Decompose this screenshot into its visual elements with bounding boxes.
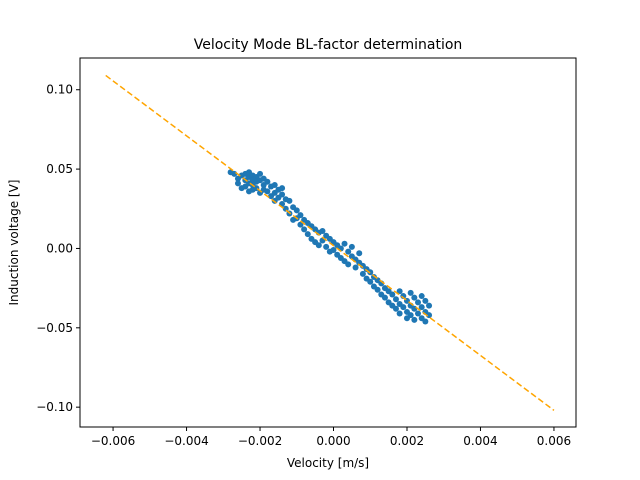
scatter-point xyxy=(323,243,330,250)
y-tick-label: 0.10 xyxy=(46,83,73,97)
x-tick-label: 0.004 xyxy=(463,434,497,448)
scatter-point xyxy=(422,297,429,304)
x-axis-ticks: −0.006 −0.004 −0.002 0.000 0.002 0.004 0.006 xyxy=(91,427,571,448)
scatter-point xyxy=(359,270,366,277)
scatter-point xyxy=(257,170,264,177)
scatter-point xyxy=(279,185,286,192)
chart-title: Velocity Mode BL-factor determination xyxy=(194,37,463,53)
scatter-point xyxy=(422,318,429,325)
scatter-point xyxy=(234,180,241,187)
scatter-point xyxy=(301,226,308,233)
scatter-point xyxy=(264,188,271,195)
scatter-point xyxy=(411,294,418,301)
scatter-point xyxy=(374,286,381,293)
series-group xyxy=(105,74,555,411)
y-tick-label: −0.10 xyxy=(36,400,73,414)
scatter-point xyxy=(411,316,418,323)
scatter-point xyxy=(400,304,407,311)
scatter-point xyxy=(411,305,418,312)
scatter-point xyxy=(396,288,403,295)
x-tick-label: −0.006 xyxy=(91,434,135,448)
y-tick-label: 0.00 xyxy=(46,241,73,255)
scatter-point xyxy=(415,310,422,317)
x-axis-label: Velocity [m/s] xyxy=(287,456,369,470)
scatter-point xyxy=(356,250,363,257)
scatter-point xyxy=(392,305,399,312)
scatter-point xyxy=(396,310,403,317)
scatter-point xyxy=(286,197,293,204)
scatter-point xyxy=(341,240,348,247)
scatter-point xyxy=(348,243,355,250)
scatter-point xyxy=(426,302,433,309)
fit-line xyxy=(105,74,555,411)
x-tick-label: 0.000 xyxy=(316,434,350,448)
scatter-point xyxy=(392,296,399,303)
scatter-point xyxy=(407,289,414,296)
scatter-point xyxy=(330,247,337,254)
scatter-point xyxy=(304,231,311,238)
scatter-point xyxy=(297,221,304,228)
scatter-point xyxy=(407,312,414,319)
scatter-point xyxy=(315,242,322,249)
scatter-point xyxy=(297,212,304,219)
x-tick-label: −0.004 xyxy=(164,434,208,448)
scatter-point xyxy=(418,304,425,311)
x-tick-label: 0.002 xyxy=(390,434,424,448)
axes-frame xyxy=(79,57,577,428)
x-tick-label: −0.002 xyxy=(238,434,282,448)
y-axis-ticks: −0.10 −0.05 0.00 0.05 0.10 xyxy=(36,83,80,414)
scatter-point xyxy=(319,227,326,234)
scatter-point xyxy=(345,261,352,268)
scatter-point xyxy=(352,264,359,271)
scatter-point xyxy=(389,291,396,298)
y-tick-label: −0.05 xyxy=(36,321,73,335)
scatter-point xyxy=(426,312,433,319)
x-tick-label: 0.006 xyxy=(537,434,571,448)
scatter-point xyxy=(381,294,388,301)
scatter-point xyxy=(293,207,300,214)
y-tick-label: 0.05 xyxy=(46,162,73,176)
y-axis-label: Induction voltage [V] xyxy=(7,180,21,306)
scatter-point xyxy=(418,293,425,300)
plot-area xyxy=(105,74,555,411)
scatter-point xyxy=(279,191,286,198)
scatter-point xyxy=(367,278,374,285)
scatter-point xyxy=(264,178,271,185)
scatter-point xyxy=(345,248,352,255)
scatter-point xyxy=(271,181,278,188)
scatter-point xyxy=(415,299,422,306)
